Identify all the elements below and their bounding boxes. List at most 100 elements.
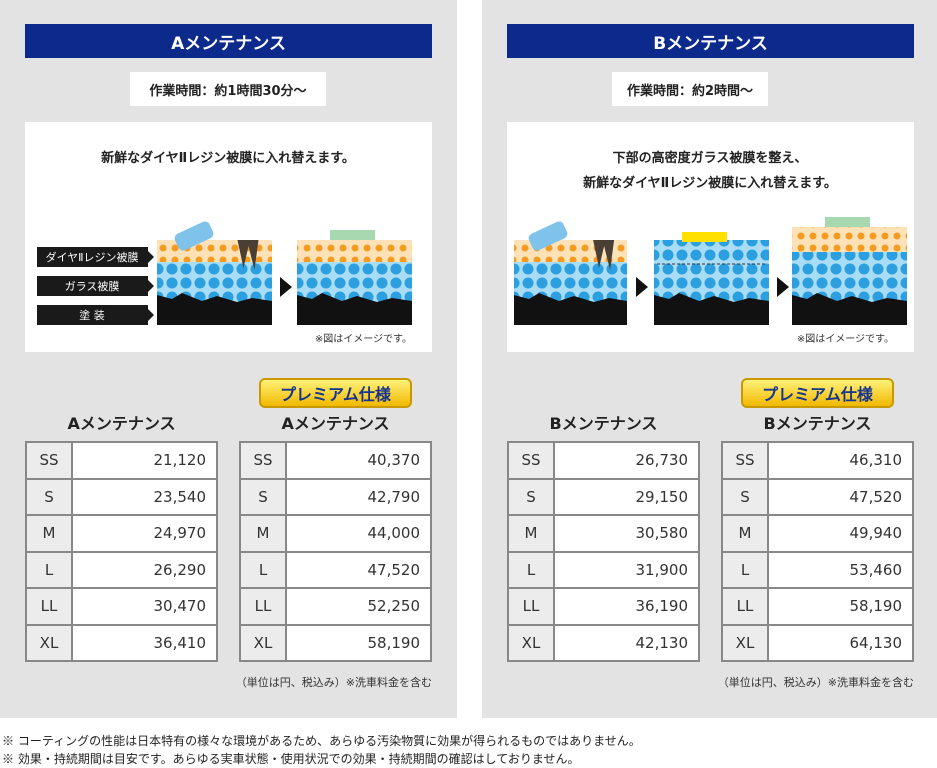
label-pointer <box>148 251 154 263</box>
arrow <box>636 277 648 297</box>
resin-layer <box>792 227 907 252</box>
panel: Aメンテナンス 作業時間：約1時間30分～ 新鮮なダイヤⅡレジン被膜に入れ替えます。… <box>0 0 457 718</box>
table-row: M 44,000 <box>239 514 432 553</box>
price: 58,190 <box>767 587 914 626</box>
size: S <box>721 477 769 516</box>
size: LL <box>721 587 769 626</box>
table-row: LL 36,190 <box>507 587 700 626</box>
price: 52,250 <box>285 587 432 626</box>
table-row: M 24,970 <box>25 514 218 553</box>
size: LL <box>239 587 287 626</box>
premium-badge: プレミアム仕様 <box>741 378 894 408</box>
size: L <box>721 550 769 589</box>
paint-layer <box>157 293 272 325</box>
price: 42,790 <box>285 477 432 516</box>
premium-badge: プレミアム仕様 <box>259 378 412 408</box>
tool <box>174 221 214 251</box>
caption: 下部の高密度ガラス被膜を整え、 <box>613 150 808 166</box>
resin-layer <box>297 240 412 262</box>
table-row: SS 40,370 <box>239 441 432 480</box>
price: 26,730 <box>553 441 700 480</box>
image-note: ※図はイメージです。 <box>315 333 412 345</box>
table-title: Aメンテナンス <box>281 414 390 433</box>
table-title: Aメンテナンス <box>67 414 176 433</box>
size: XL <box>239 623 287 662</box>
panel: Bメンテナンス 作業時間：約2時間～ 下部の高密度ガラス被膜を整え、 新鮮なダイヤⅡレ… <box>482 0 937 718</box>
panel-title: Aメンテナンス <box>25 24 432 58</box>
footnote: ※ コーティングの性能は日本特有の様々な環境があるため、あらゆる汚染物質に効果が… <box>2 734 641 748</box>
price: 53,460 <box>767 550 914 589</box>
footnote: ※ 効果・持続期間は目安です。あらゆる実車状態・使用状況での効果・持続期間の確認… <box>2 752 580 766</box>
caption: 新鮮なダイヤⅡレジン被膜に入れ替えます。 <box>583 175 837 191</box>
paint-layer <box>654 293 769 325</box>
layer-label: 塗 装 <box>79 308 105 322</box>
table-row: LL 52,250 <box>239 587 432 626</box>
table-row: XL 42,130 <box>507 623 700 662</box>
price-table: SS 26,730 S 29,150 M 30,580 L 31,900 LL 36,190 XL 4… <box>507 441 700 662</box>
image-note: ※図はイメージです。 <box>797 333 894 345</box>
table-row: SS 26,730 <box>507 441 700 480</box>
size: SS <box>507 441 555 480</box>
price-table: SS 46,310 S 47,520 M 49,940 L 53,460 LL 58,190 XL 6… <box>721 441 914 662</box>
size: M <box>721 514 769 553</box>
price: 40,370 <box>285 441 432 480</box>
dirt <box>593 240 615 270</box>
price: 64,130 <box>767 623 914 662</box>
panel-title: Bメンテナンス <box>507 24 914 58</box>
price: 42,130 <box>553 623 700 662</box>
size: L <box>25 550 73 589</box>
paint-layer <box>514 293 627 325</box>
size: LL <box>25 587 73 626</box>
price: 46,310 <box>767 441 914 480</box>
size: S <box>239 477 287 516</box>
table: SS 26,730 S 29,150 M 30,580 L 31,900 LL 36,190 XL 4… <box>507 441 700 662</box>
size: M <box>507 514 555 553</box>
tool <box>528 221 568 251</box>
layer-label: ダイヤⅡレジン被膜 <box>45 250 138 264</box>
table-title: Bメンテナンス <box>549 414 658 433</box>
size: L <box>507 550 555 589</box>
size: XL <box>507 623 555 662</box>
size: M <box>25 514 73 553</box>
size: XL <box>25 623 73 662</box>
price: 24,970 <box>71 514 218 553</box>
table-row: M 30,580 <box>507 514 700 553</box>
dirt <box>237 240 259 270</box>
tool <box>825 217 870 227</box>
size: SS <box>239 441 287 480</box>
table-row: XL 58,190 <box>239 623 432 662</box>
layer-label-box <box>37 276 148 296</box>
table-row: L 31,900 <box>507 550 700 589</box>
price: 36,410 <box>71 623 218 662</box>
size: M <box>239 514 287 553</box>
size: LL <box>507 587 555 626</box>
size: SS <box>25 441 73 480</box>
price: 44,000 <box>285 514 432 553</box>
table-row: LL 58,190 <box>721 587 914 626</box>
unit-note: （単位は円、税込み）※洗車料金を含む <box>235 676 432 689</box>
table-title: Bメンテナンス <box>763 414 872 433</box>
work-time: 作業時間：約1時間30分～ <box>130 72 326 106</box>
price-table: SS 40,370 S 42,790 M 44,000 L 47,520 LL 52,250 XL 5… <box>239 441 432 662</box>
price: 58,190 <box>285 623 432 662</box>
arrow <box>777 277 789 297</box>
price: 30,580 <box>553 514 700 553</box>
size: L <box>239 550 287 589</box>
price: 26,290 <box>71 550 218 589</box>
size: S <box>507 477 555 516</box>
table-row: S 29,150 <box>507 477 700 516</box>
price: 30,470 <box>71 587 218 626</box>
price: 47,520 <box>285 550 432 589</box>
table-row: LL 30,470 <box>25 587 218 626</box>
price: 47,520 <box>767 477 914 516</box>
price: 23,540 <box>71 477 218 516</box>
table-row: S 23,540 <box>25 477 218 516</box>
table: SS 21,120 S 23,540 M 24,970 L 26,290 LL 30,470 XL 3… <box>25 441 218 662</box>
illustration-graphic: 下部の高密度ガラス被膜を整え、新鮮なダイヤⅡレジン被膜に入れ替えます。 ※図はイメ… <box>514 150 907 345</box>
paint-layer <box>297 293 412 325</box>
table-row: S 47,520 <box>721 477 914 516</box>
table-row: S 42,790 <box>239 477 432 516</box>
label-pointer <box>148 280 154 292</box>
table-row: XL 64,130 <box>721 623 914 662</box>
